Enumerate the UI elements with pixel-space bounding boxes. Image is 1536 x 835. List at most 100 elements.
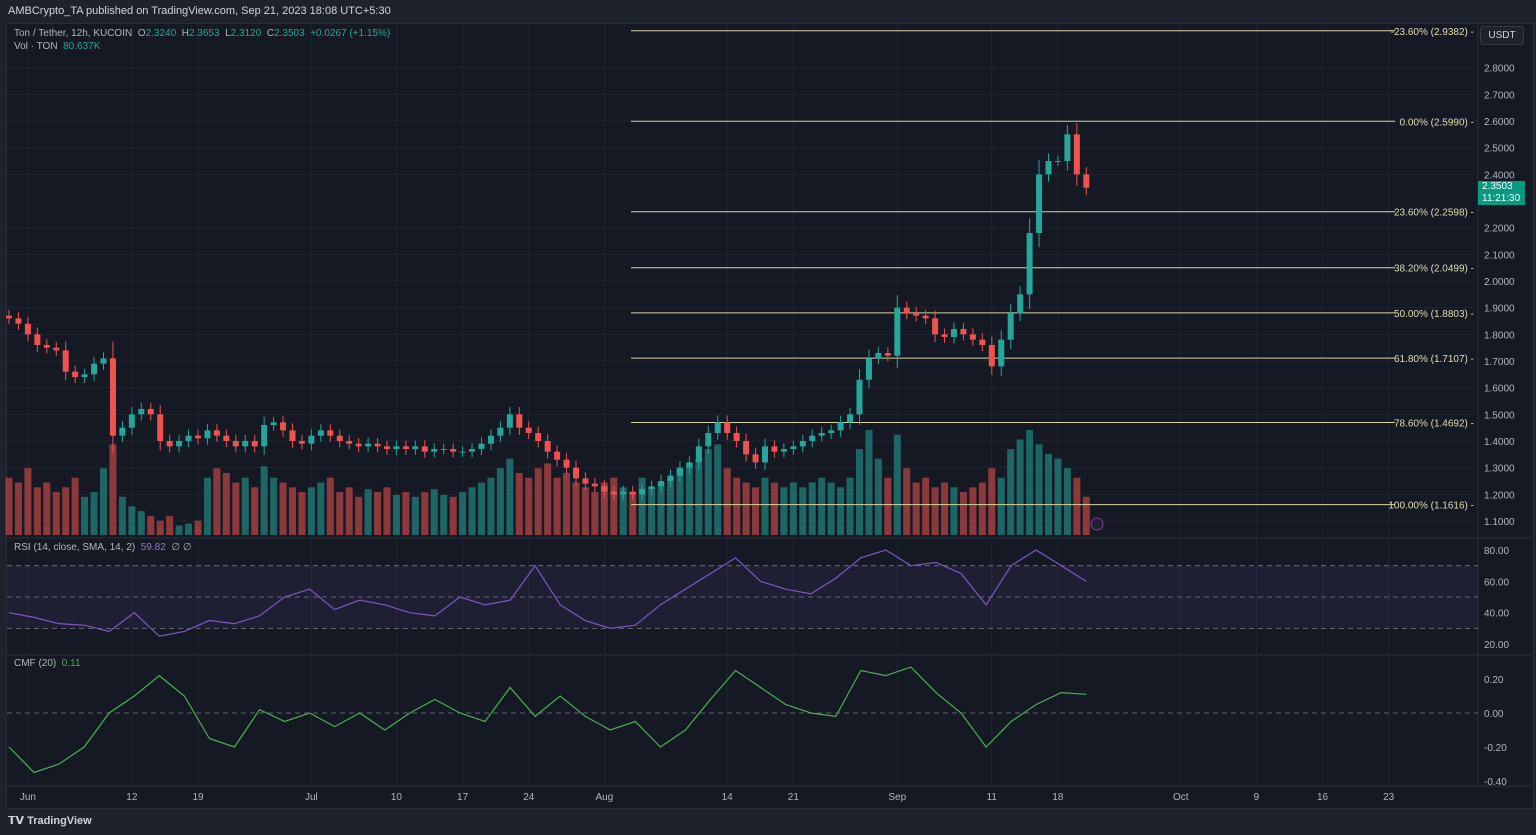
volume-bar — [1045, 453, 1052, 535]
candle-body — [695, 446, 702, 463]
candle-body — [421, 446, 428, 452]
candle-body — [988, 345, 995, 367]
candle-body — [960, 329, 967, 335]
close-label: C — [266, 28, 275, 39]
candle-body — [147, 409, 154, 415]
candle-body — [884, 353, 891, 356]
volume-bar — [402, 492, 410, 535]
volume-bar — [100, 468, 107, 535]
candle-body — [412, 446, 419, 450]
last-price-value: 2.3503 — [1482, 181, 1513, 192]
chart-frame[interactable] — [6, 23, 1534, 809]
volume-bar — [893, 434, 901, 535]
volume-bar — [978, 482, 986, 535]
candle-body — [525, 427, 532, 434]
rsi-label: RSI (14, close, SMA, 14, 2) — [14, 542, 136, 553]
rsi-tick-label: 60.00 — [1484, 577, 1509, 588]
candle-body — [913, 313, 920, 316]
tradingview-logo[interactable]: 𝗧𝗩 TradingView — [8, 814, 92, 827]
volume-bar — [865, 430, 873, 535]
open-value: 2.3240 — [145, 28, 177, 39]
fib-level-label: -23.60% (2.9382) - — [1391, 27, 1474, 38]
volume-bar — [326, 477, 334, 535]
price-tick-label: 1.5000 — [1484, 410, 1515, 421]
candle-body — [487, 435, 494, 444]
brand-name: TradingView — [27, 815, 92, 827]
candle-body — [109, 358, 116, 436]
low-label: L — [225, 28, 231, 39]
candle-body — [847, 414, 854, 423]
volume-bar — [90, 492, 98, 535]
volume-bar — [232, 482, 240, 535]
volume-bar — [770, 482, 778, 535]
close-value: 2.3503 — [274, 28, 305, 39]
candle-body — [676, 467, 683, 476]
candle-body — [374, 443, 381, 447]
candle-body — [828, 430, 835, 434]
rsi-legend: RSI (14, close, SMA, 14, 2) 59.82 ∅ ∅ — [14, 542, 192, 553]
candle-body — [951, 329, 957, 338]
cmf-line — [8, 666, 1087, 774]
volume-bar — [43, 482, 51, 535]
candle-body — [762, 446, 768, 463]
volume-bar — [648, 487, 656, 535]
fib-level-label: 100.00% (1.1616) - — [1388, 501, 1474, 512]
currency-button[interactable]: USDT — [1480, 26, 1524, 45]
volume-bar — [468, 487, 476, 535]
volume-bar — [383, 487, 391, 535]
volume-bar — [931, 487, 939, 535]
price-tick-label: 1.4000 — [1484, 437, 1515, 448]
candle-body — [6, 315, 12, 319]
candle-body — [799, 441, 806, 447]
volume-bar — [581, 487, 589, 535]
candle-body — [1007, 313, 1014, 340]
volume-bar — [591, 492, 599, 535]
candle-body — [932, 318, 939, 335]
volume-bar — [619, 487, 627, 535]
volume-bar — [874, 458, 882, 535]
candle-body — [875, 353, 882, 359]
volume-bar — [525, 477, 533, 535]
volume-bar — [109, 444, 117, 535]
candle-body — [818, 433, 825, 436]
volume-bar — [52, 492, 60, 535]
price-tick-label: 2.4000 — [1484, 170, 1515, 181]
candle-body — [204, 430, 211, 439]
rsi-line — [8, 549, 1087, 637]
cmf-legend: CMF (20) 0.11 — [14, 658, 81, 669]
fib-level-label: 23.60% (2.2598) - — [1394, 208, 1474, 219]
time-tick-label: Sep — [888, 792, 906, 803]
time-tick-label: 24 — [523, 792, 535, 803]
candle-body — [176, 441, 183, 447]
candle-body — [856, 379, 863, 415]
time-tick-label: 10 — [391, 792, 403, 803]
candle-body — [667, 475, 674, 482]
volume-bar — [449, 496, 457, 535]
volume-bar — [799, 487, 807, 535]
time-tick-label: 21 — [788, 792, 800, 803]
volume-bar — [430, 489, 438, 535]
fib-level-label: 0.00% (2.5990) - — [1400, 117, 1475, 128]
candle-body — [440, 449, 447, 451]
volume-bar — [553, 477, 561, 535]
price-tick-label: 2.7000 — [1484, 90, 1515, 101]
candle-body — [24, 323, 31, 335]
volume-bar — [610, 477, 618, 535]
price-tick-label: 2.0000 — [1484, 277, 1515, 288]
time-tick-label: Jul — [305, 792, 318, 803]
candle-body — [138, 409, 145, 415]
price-tick-label: 1.9000 — [1484, 304, 1515, 315]
volume-bar — [988, 468, 996, 535]
candle-body — [705, 433, 712, 447]
time-tick-label: Jun — [20, 792, 36, 803]
volume-bar — [723, 468, 731, 535]
volume-bar — [128, 506, 136, 535]
price-tick-label: 2.6000 — [1484, 117, 1515, 128]
candle-body — [128, 414, 135, 428]
price-tick-label: 2.5000 — [1484, 144, 1515, 155]
candle-body — [771, 446, 778, 452]
volume-bar — [572, 482, 580, 535]
candle-body — [629, 491, 636, 495]
time-tick-label: 16 — [1317, 792, 1329, 803]
